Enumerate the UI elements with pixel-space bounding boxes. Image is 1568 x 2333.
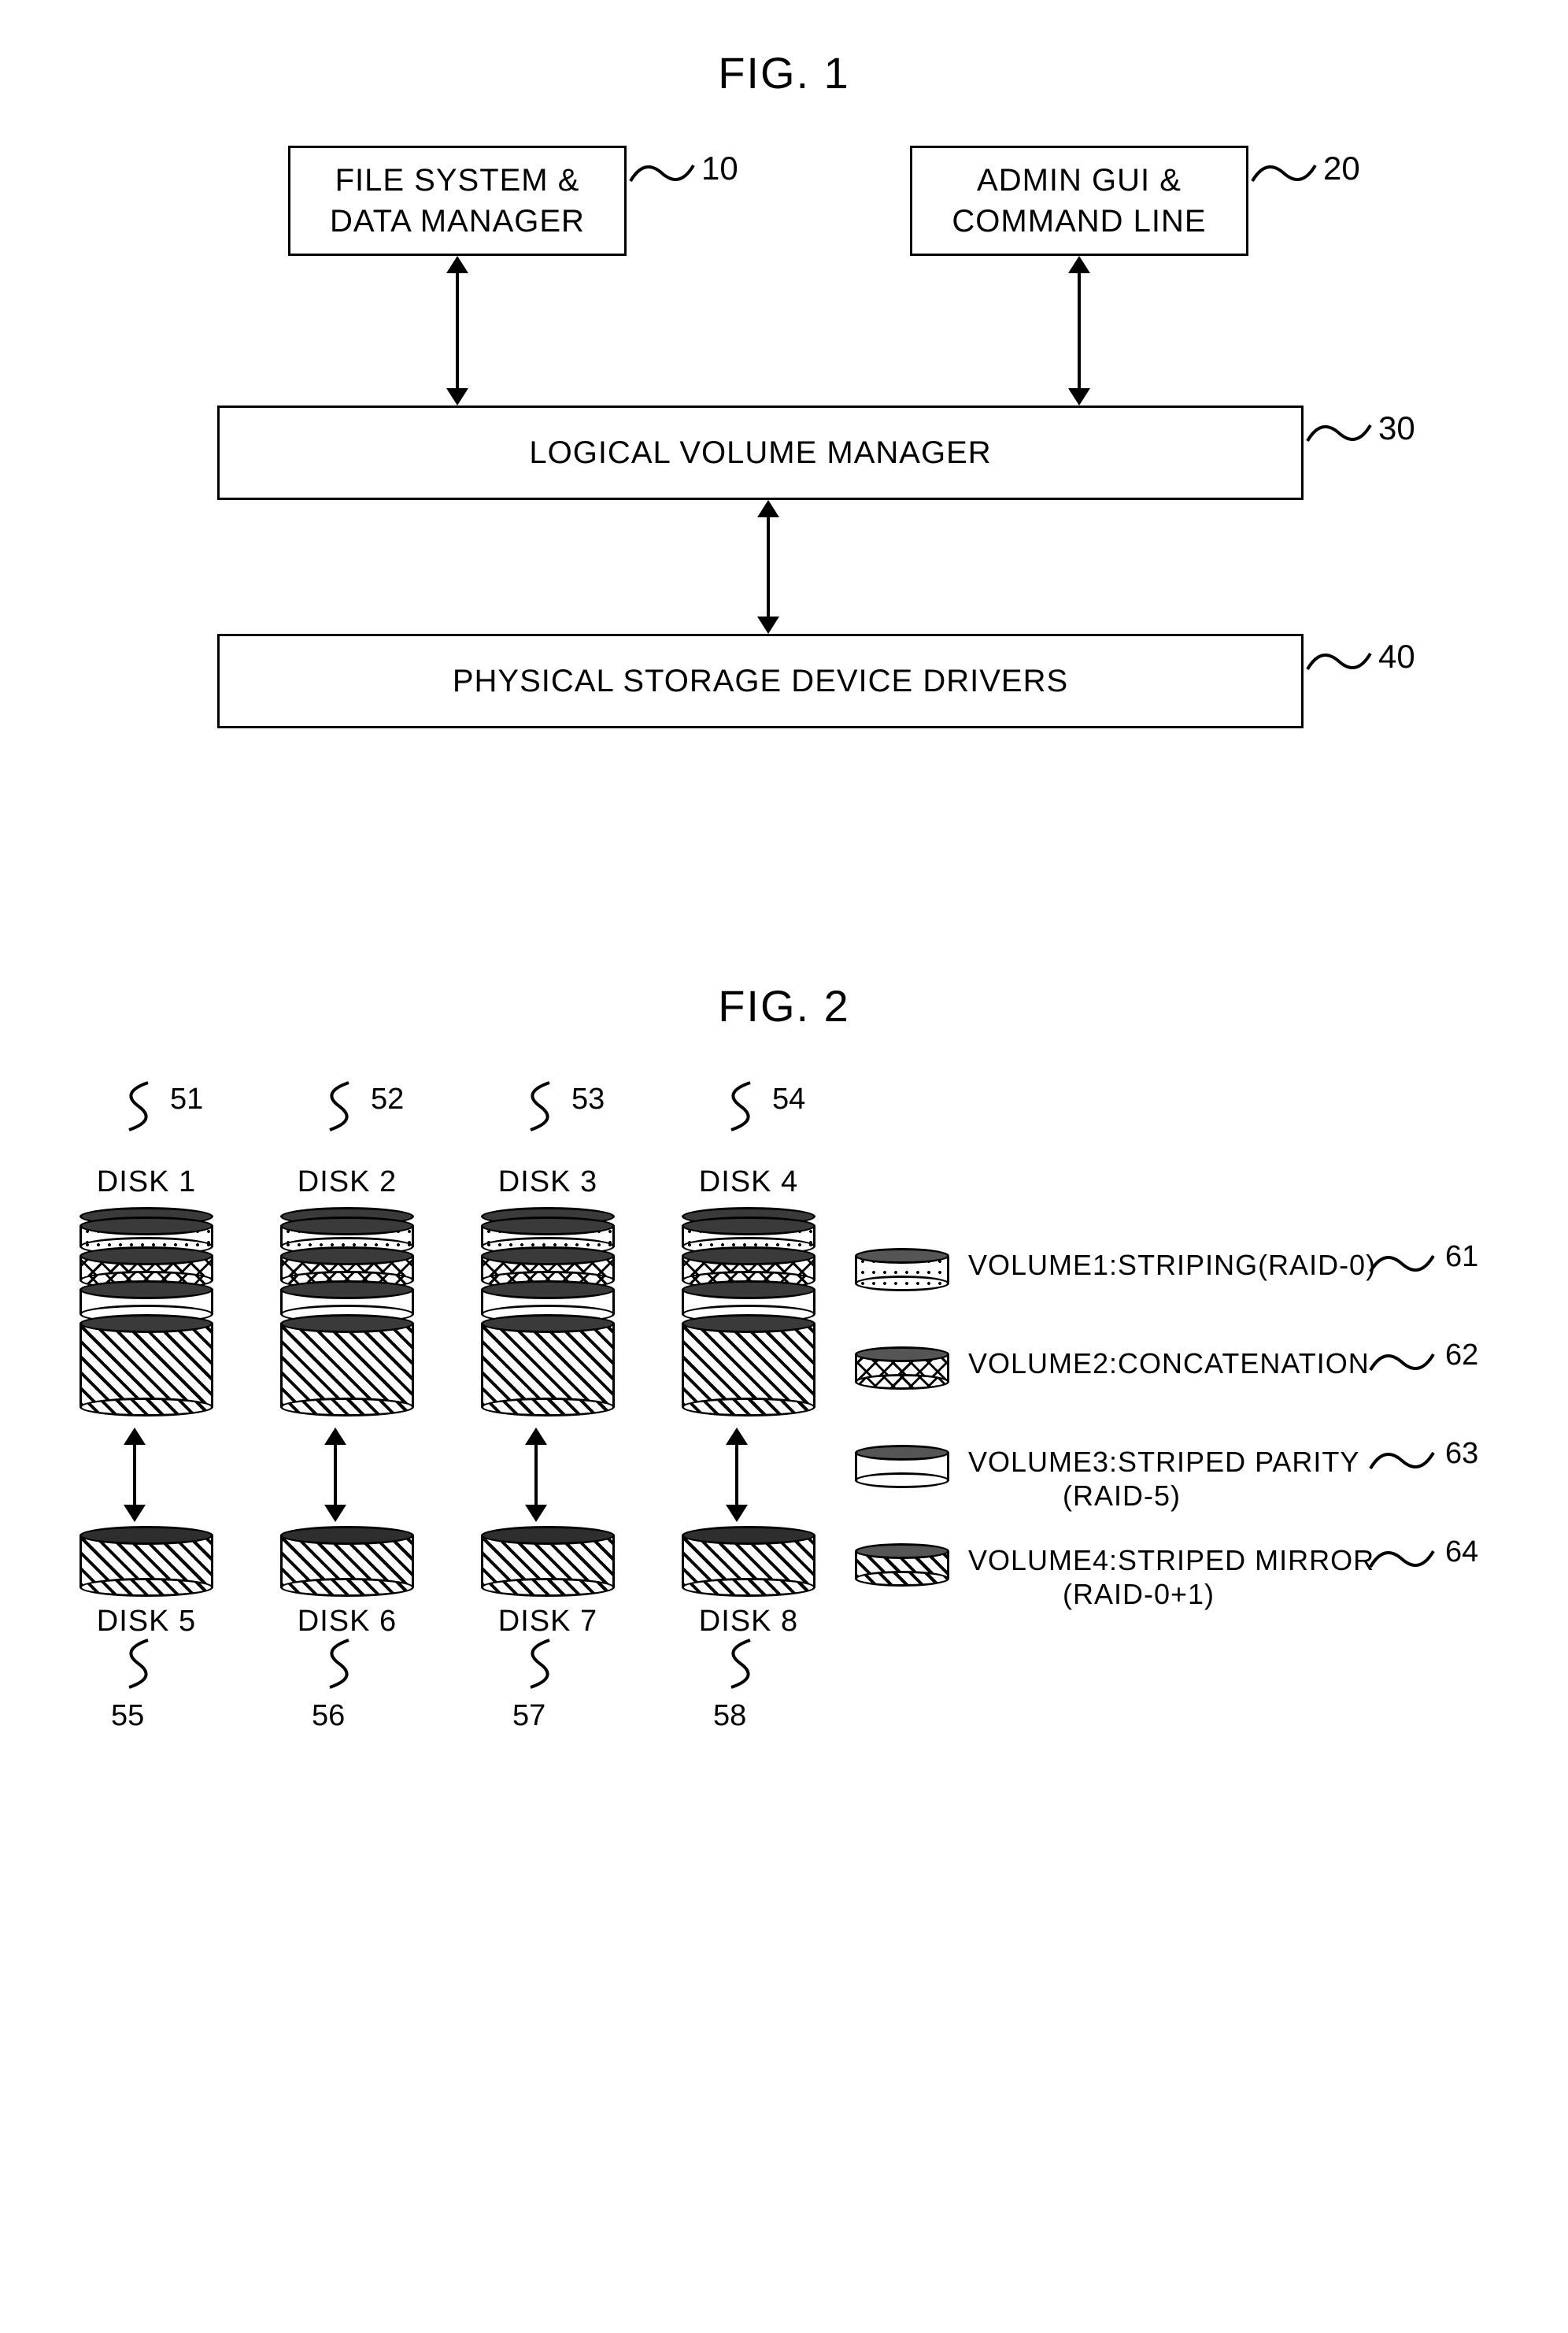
top-disk-label-0: DISK 1: [68, 1165, 225, 1199]
legend-label-2: VOLUME3:STRIPED PARITY: [968, 1445, 1359, 1479]
top-disk-label-2: DISK 3: [469, 1165, 627, 1199]
disk-1-layer-3: [280, 1314, 414, 1416]
lvm-squiggle: [1304, 413, 1374, 453]
top-disk-ref-3: 54: [772, 1083, 805, 1117]
page-container: FIG. 1 FILE SYSTEM & DATA MANAGER 10 ADMI…: [31, 47, 1537, 2024]
legend-ref-0: 61: [1445, 1240, 1478, 1274]
bottom-disk-cyl-0: [80, 1526, 213, 1597]
bottom-disk-label-0: DISK 5: [68, 1605, 225, 1639]
fig1-arrow-2: [753, 500, 784, 634]
fig2-mirror-arrow-1: [320, 1428, 351, 1522]
disk-column-2: DISK 3: [469, 1165, 627, 1416]
file-system-box: FILE SYSTEM & DATA MANAGER: [288, 146, 627, 256]
top-disk-label-3: DISK 4: [670, 1165, 827, 1199]
legend-ref-3: 64: [1445, 1535, 1478, 1569]
top-disk-squiggle-1: [316, 1079, 363, 1134]
fig1-title: FIG. 1: [31, 47, 1537, 98]
legend-sub-2: (RAID-5): [1063, 1479, 1359, 1513]
top-disk-ref-2: 53: [571, 1083, 605, 1117]
bottom-disk-cyl-1: [280, 1526, 414, 1597]
bottom-disk-squiggle-0: [115, 1636, 162, 1691]
lvm-ref: 30: [1378, 409, 1415, 447]
top-disk-ref-0: 51: [170, 1083, 203, 1117]
bottom-disk-column-1: DISK 6: [268, 1526, 426, 1639]
legend-swatch-0: [855, 1248, 949, 1291]
drivers-box: PHYSICAL STORAGE DEVICE DRIVERS: [217, 634, 1304, 728]
lvm-label: LOGICAL VOLUME MANAGER: [529, 432, 991, 473]
bottom-disk-ref-2: 57: [512, 1699, 545, 1733]
legend-ref-1: 62: [1445, 1339, 1478, 1372]
file-system-ref: 10: [701, 150, 738, 187]
bottom-disk-ref-1: 56: [312, 1699, 345, 1733]
legend-row-1: VOLUME2:CONCATENATION: [855, 1346, 1370, 1429]
file-system-label: FILE SYSTEM & DATA MANAGER: [330, 160, 585, 242]
drivers-label: PHYSICAL STORAGE DEVICE DRIVERS: [453, 661, 1068, 702]
legend-label-3: VOLUME4:STRIPED MIRROR: [968, 1543, 1374, 1577]
top-disk-label-1: DISK 2: [268, 1165, 426, 1199]
disk-3-layer-3: [682, 1314, 815, 1416]
bottom-disk-label-2: DISK 7: [469, 1605, 627, 1639]
admin-gui-ref: 20: [1323, 150, 1360, 187]
disk-column-0: DISK 1: [68, 1165, 225, 1416]
bottom-disk-squiggle-1: [316, 1636, 363, 1691]
legend-squiggle-2: [1366, 1441, 1437, 1480]
fig1-diagram: FILE SYSTEM & DATA MANAGER 10 ADMIN GUI &…: [115, 146, 1453, 854]
legend-swatch-3: [855, 1543, 949, 1587]
legend-swatch-1: [855, 1346, 949, 1390]
bottom-disk-ref-3: 58: [713, 1699, 746, 1733]
file-system-squiggle: [627, 154, 697, 193]
disk-stack-1: [280, 1207, 414, 1416]
admin-gui-label: ADMIN GUI & COMMAND LINE: [952, 160, 1206, 242]
lvm-box: LOGICAL VOLUME MANAGER: [217, 405, 1304, 500]
legend-squiggle-1: [1366, 1342, 1437, 1382]
disk-stack-2: [481, 1207, 615, 1416]
bottom-disk-label-1: DISK 6: [268, 1605, 426, 1639]
admin-gui-squiggle: [1248, 154, 1319, 193]
legend-label-1: VOLUME2:CONCATENATION: [968, 1346, 1370, 1380]
bottom-disk-cyl-3: [682, 1526, 815, 1597]
disk-stack-3: [682, 1207, 815, 1416]
bottom-disk-column-0: DISK 5: [68, 1526, 225, 1639]
disk-column-1: DISK 2: [268, 1165, 426, 1416]
disk-2-layer-3: [481, 1314, 615, 1416]
disk-stack-0: [80, 1207, 213, 1416]
legend-squiggle-0: [1366, 1244, 1437, 1283]
bottom-disk-label-3: DISK 8: [670, 1605, 827, 1639]
bottom-disk-squiggle-3: [717, 1636, 764, 1691]
bottom-disk-cyl-2: [481, 1526, 615, 1597]
top-disk-squiggle-3: [717, 1079, 764, 1134]
bottom-disk-column-3: DISK 8: [670, 1526, 827, 1639]
legend-sub-3: (RAID-0+1): [1063, 1577, 1374, 1611]
fig2-title: FIG. 2: [31, 980, 1537, 1031]
fig2-mirror-arrow-3: [721, 1428, 753, 1522]
legend-ref-2: 63: [1445, 1437, 1478, 1471]
fig2-mirror-arrow-0: [119, 1428, 150, 1522]
drivers-ref: 40: [1378, 638, 1415, 676]
disk-column-3: DISK 4: [670, 1165, 827, 1416]
bottom-disk-column-2: DISK 7: [469, 1526, 627, 1639]
fig2-diagram: 51 52 53 54 DISK 1 DISK 2 DISK 3 DISK 4 DISK …: [36, 1079, 1532, 2024]
top-disk-squiggle-2: [516, 1079, 564, 1134]
bottom-disk-squiggle-2: [516, 1636, 564, 1691]
disk-0-layer-3: [80, 1314, 213, 1416]
bottom-disk-ref-0: 55: [111, 1699, 144, 1733]
fig1-arrow-0: [442, 256, 473, 405]
drivers-squiggle: [1304, 642, 1374, 681]
legend-swatch-2: [855, 1445, 949, 1488]
admin-gui-box: ADMIN GUI & COMMAND LINE: [910, 146, 1248, 256]
legend-row-3: VOLUME4:STRIPED MIRROR(RAID-0+1): [855, 1543, 1374, 1650]
legend-squiggle-3: [1366, 1539, 1437, 1579]
fig1-arrow-1: [1063, 256, 1095, 405]
legend-row-2: VOLUME3:STRIPED PARITY(RAID-5): [855, 1445, 1359, 1552]
top-disk-ref-1: 52: [371, 1083, 404, 1117]
legend-row-0: VOLUME1:STRIPING(RAID-0): [855, 1248, 1376, 1331]
fig2-mirror-arrow-2: [520, 1428, 552, 1522]
legend-label-0: VOLUME1:STRIPING(RAID-0): [968, 1248, 1376, 1282]
top-disk-squiggle-0: [115, 1079, 162, 1134]
